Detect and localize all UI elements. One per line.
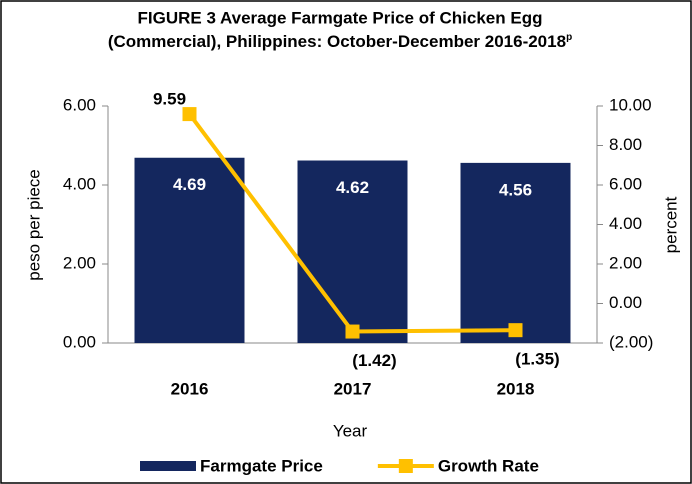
line-marker xyxy=(508,323,523,338)
chart-title: (Commercial), Philippines: October-Decem… xyxy=(108,32,572,52)
y-tick-label: 0.00 xyxy=(63,332,96,351)
y2-axis-label: percent xyxy=(661,196,680,253)
legend-swatch xyxy=(398,459,413,473)
y-axis-label: peso per piece xyxy=(24,169,43,281)
y2-tick-label: 8.00 xyxy=(609,135,642,154)
y2-tick-label: 2.00 xyxy=(609,253,642,272)
x-tick-label: 2016 xyxy=(171,379,209,398)
bar xyxy=(297,160,408,343)
bar-value-label: 4.56 xyxy=(499,180,532,199)
legend-swatch xyxy=(140,461,196,471)
x-tick-label: 2017 xyxy=(334,379,372,398)
line-marker xyxy=(345,324,360,339)
y-tick-label: 4.00 xyxy=(63,174,96,193)
y2-tick-label: 4.00 xyxy=(609,214,642,233)
line-value-label: (1.42) xyxy=(352,351,396,370)
chart-title: FIGURE 3 Average Farmgate Price of Chick… xyxy=(138,8,543,27)
chart-title-superscript: p xyxy=(566,32,572,43)
y-tick-label: 6.00 xyxy=(63,95,96,114)
y-tick-label: 2.00 xyxy=(63,253,96,272)
line-value-label: 9.59 xyxy=(153,90,186,109)
legend-label: Growth Rate xyxy=(438,456,539,475)
bar xyxy=(460,162,571,343)
x-tick-label: 2018 xyxy=(497,379,535,398)
y2-tick-label: 10.00 xyxy=(609,95,652,114)
line-value-label: (1.35) xyxy=(515,350,559,369)
bar-value-label: 4.69 xyxy=(173,175,206,194)
bar-value-label: 4.62 xyxy=(336,178,369,197)
line-marker xyxy=(182,107,197,122)
bar xyxy=(134,157,245,343)
legend-label: Farmgate Price xyxy=(200,456,323,475)
y2-tick-label: 6.00 xyxy=(609,174,642,193)
x-axis-label: Year xyxy=(333,421,368,440)
chart-title-line: (Commercial), Philippines: October-Decem… xyxy=(108,32,566,51)
y2-tick-label: 0.00 xyxy=(609,293,642,312)
y2-tick-label: (2.00) xyxy=(609,332,653,351)
